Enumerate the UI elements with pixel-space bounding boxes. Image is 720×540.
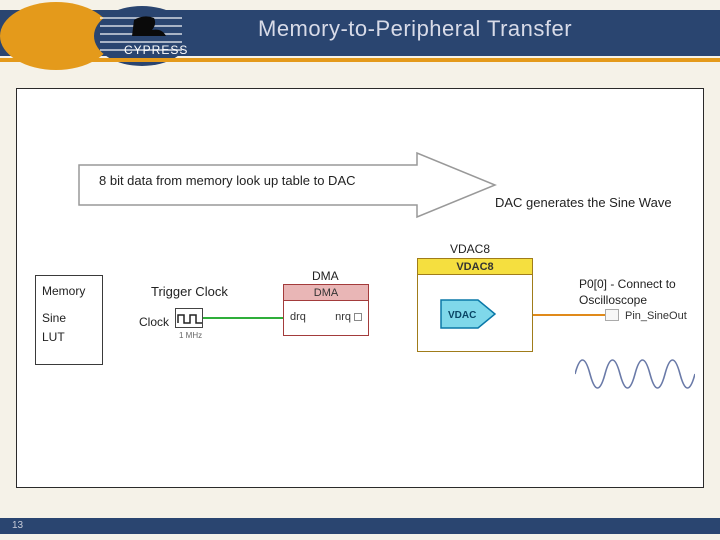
dac-generates-label: DAC generates the Sine Wave <box>495 195 672 210</box>
clock-label: Clock <box>139 315 169 329</box>
footer-bar <box>0 518 720 534</box>
clock-freq: 1 MHz <box>179 331 202 340</box>
nrq-stub-icon <box>354 313 362 321</box>
vdac-inner-icon: VDAC <box>440 299 496 329</box>
memory-line2: Sine <box>42 309 96 328</box>
pin-note: P0[0] - Connect to Oscilloscope <box>579 277 703 308</box>
clock-icon <box>175 308 203 328</box>
dma-block: DMA drq nrq <box>283 284 369 336</box>
memory-block: Memory Sine LUT <box>35 275 103 365</box>
memory-line1: Memory <box>42 282 96 301</box>
sine-wave-icon <box>575 344 695 404</box>
memory-line3: LUT <box>42 328 96 347</box>
slide-header: Memory-to-Peripheral Transfer CYPRESS <box>0 0 720 72</box>
brand-text: CYPRESS <box>124 43 188 57</box>
wire-clock-to-dma <box>203 317 283 319</box>
dma-header: DMA <box>284 285 368 301</box>
wire-vdac-to-pin <box>533 314 605 316</box>
pin-icon <box>605 309 619 321</box>
trigger-clock-label: Trigger Clock <box>151 284 228 299</box>
arrow-caption: 8 bit data from memory look up table to … <box>99 173 356 188</box>
pin-label: Pin_SineOut <box>625 310 687 322</box>
dma-top-label: DMA <box>312 269 339 283</box>
svg-text:VDAC: VDAC <box>448 310 476 321</box>
vdac-top-label: VDAC8 <box>450 242 490 256</box>
dma-port-drq: drq <box>290 311 306 323</box>
header-accent <box>0 58 720 62</box>
vdac-header: VDAC8 <box>418 259 532 275</box>
slide-title: Memory-to-Peripheral Transfer <box>258 16 572 42</box>
vdac-block: VDAC8 VDAC <box>417 258 533 352</box>
diagram-canvas: 8 bit data from memory look up table to … <box>16 88 704 488</box>
page-number: 13 <box>12 518 23 534</box>
dma-port-nrq: nrq <box>335 311 351 323</box>
